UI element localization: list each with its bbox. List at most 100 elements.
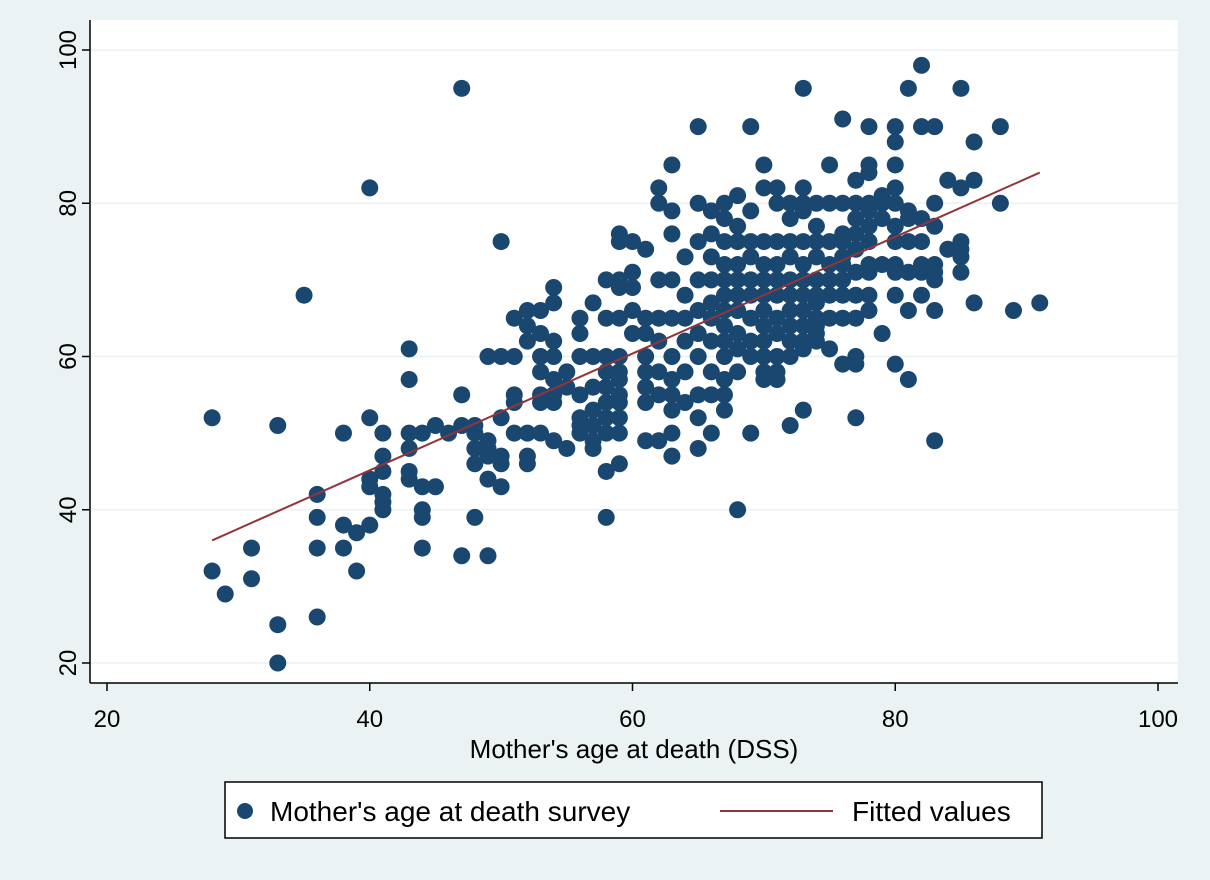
scatter-point bbox=[558, 363, 576, 381]
scatter-point bbox=[834, 355, 852, 373]
scatter-point bbox=[715, 348, 733, 365]
scatter-point bbox=[518, 302, 536, 320]
scatter-point bbox=[492, 348, 510, 365]
scatter-point bbox=[348, 524, 366, 542]
scatter-point bbox=[584, 294, 602, 312]
scatter-point bbox=[584, 348, 602, 365]
scatter-point bbox=[689, 118, 707, 136]
scatter-point bbox=[650, 386, 668, 404]
scatter-point bbox=[637, 393, 655, 411]
scatter-point bbox=[913, 286, 931, 304]
scatter-point bbox=[663, 386, 681, 404]
scatter-point bbox=[913, 233, 931, 251]
x-tick-label: 100 bbox=[1138, 706, 1178, 733]
scatter-point bbox=[729, 363, 747, 381]
scatter-point bbox=[715, 317, 733, 335]
scatter-point bbox=[913, 118, 931, 136]
scatter-point bbox=[807, 248, 825, 266]
scatter-point bbox=[663, 202, 681, 220]
scatter-point bbox=[965, 171, 983, 189]
scatter-point bbox=[466, 439, 484, 457]
scatter-point bbox=[886, 133, 904, 151]
scatter-point bbox=[755, 302, 773, 320]
scatter-point bbox=[702, 424, 720, 442]
scatter-point bbox=[584, 416, 602, 434]
scatter-point bbox=[755, 271, 773, 289]
scatter-point bbox=[886, 233, 904, 251]
scatter-point bbox=[873, 194, 891, 212]
scatter-point bbox=[426, 478, 444, 496]
scatter-point bbox=[860, 164, 878, 182]
scatter-point bbox=[899, 302, 917, 320]
scatter-point bbox=[702, 202, 720, 220]
scatter-point bbox=[834, 256, 852, 274]
scatter-point bbox=[518, 332, 536, 350]
scatter-point bbox=[768, 325, 786, 343]
scatter-point bbox=[860, 263, 878, 281]
scatter-point bbox=[532, 302, 550, 320]
scatter-point bbox=[952, 263, 970, 281]
scatter-point bbox=[821, 194, 839, 212]
scatter-point bbox=[729, 233, 747, 251]
scatter-point bbox=[518, 455, 536, 473]
scatter-point bbox=[650, 194, 668, 212]
scatter-point bbox=[939, 171, 957, 189]
scatter-point bbox=[479, 470, 497, 488]
scatter-point bbox=[847, 263, 865, 281]
scatter-point bbox=[597, 508, 615, 526]
scatter-point bbox=[597, 424, 615, 442]
scatter-point bbox=[400, 424, 418, 442]
scatter-point bbox=[676, 248, 694, 266]
scatter-point bbox=[584, 401, 602, 419]
scatter-point bbox=[676, 286, 694, 304]
scatter-point bbox=[794, 79, 812, 97]
scatter-point bbox=[860, 118, 878, 136]
scatter-point bbox=[610, 279, 628, 297]
scatter-point bbox=[505, 309, 523, 327]
scatter-point bbox=[860, 202, 878, 220]
x-tick-label: 20 bbox=[94, 706, 121, 733]
scatter-point bbox=[203, 409, 221, 427]
scatter-point bbox=[834, 309, 852, 327]
scatter-point bbox=[505, 424, 523, 442]
scatter-point bbox=[597, 409, 615, 427]
scatter-point bbox=[637, 240, 655, 258]
scatter-point bbox=[847, 355, 865, 373]
scatter-point bbox=[243, 539, 261, 557]
scatter-point bbox=[821, 286, 839, 304]
scatter-point bbox=[715, 386, 733, 404]
scatter-point bbox=[597, 462, 615, 480]
scatter-point bbox=[702, 363, 720, 381]
scatter-point bbox=[768, 179, 786, 197]
scatter-point bbox=[768, 233, 786, 251]
scatter-point bbox=[794, 233, 812, 251]
scatter-point bbox=[689, 302, 707, 320]
scatter-point bbox=[926, 302, 944, 320]
scatter-point bbox=[834, 286, 852, 304]
scatter-point bbox=[453, 79, 471, 97]
scatter-point bbox=[624, 279, 641, 297]
scatter-point bbox=[624, 233, 641, 251]
scatter-point bbox=[768, 194, 786, 212]
scatter-point bbox=[532, 348, 550, 365]
scatter-point bbox=[781, 332, 799, 350]
scatter-point bbox=[755, 233, 773, 251]
scatter-point bbox=[545, 294, 563, 312]
scatter-point bbox=[610, 455, 628, 473]
scatter-point bbox=[624, 302, 641, 320]
scatter-point bbox=[742, 202, 760, 220]
scatter-point bbox=[400, 470, 418, 488]
scatter-point bbox=[610, 309, 628, 327]
scatter-point bbox=[453, 547, 471, 565]
scatter-point bbox=[729, 302, 747, 320]
scatter-point bbox=[610, 393, 628, 411]
scatter-point bbox=[663, 225, 681, 243]
scatter-point bbox=[505, 393, 523, 411]
scatter-point bbox=[781, 248, 799, 266]
scatter-point bbox=[742, 309, 760, 327]
scatter-point bbox=[663, 424, 681, 442]
scatter-point bbox=[558, 378, 576, 396]
scatter-point bbox=[466, 424, 484, 442]
scatter-point bbox=[676, 393, 694, 411]
scatter-point bbox=[413, 424, 431, 442]
